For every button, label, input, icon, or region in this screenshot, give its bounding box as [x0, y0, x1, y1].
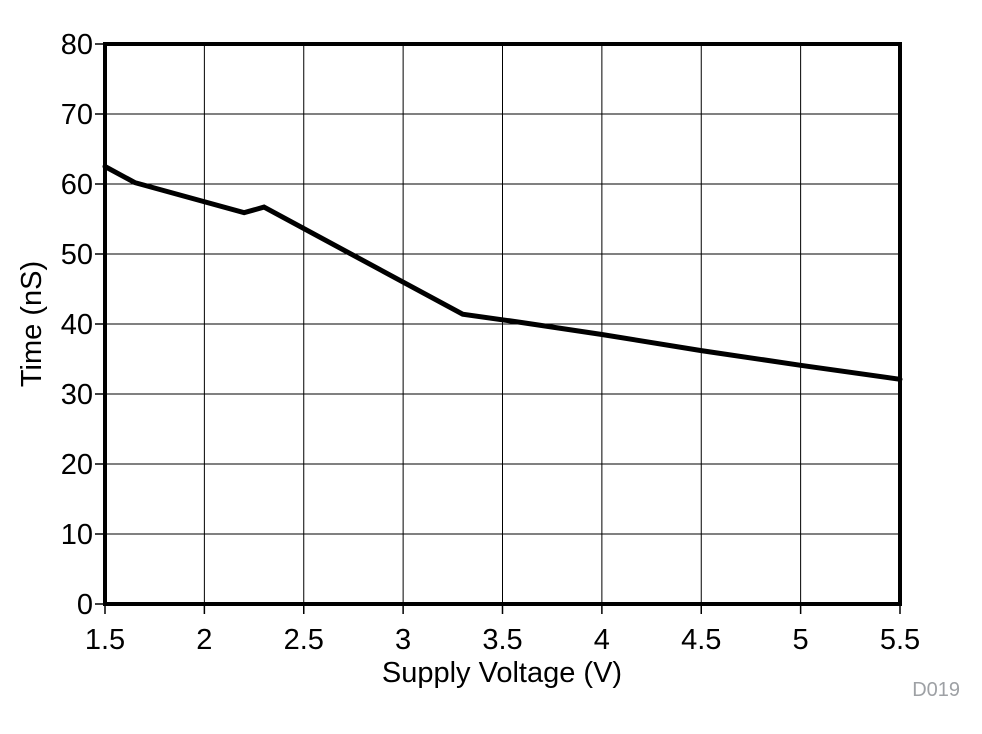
x-tick-label: 5 [793, 624, 809, 656]
y-tick-label: 80 [61, 29, 93, 61]
x-tick-label: 1.5 [85, 624, 125, 656]
x-tick-label: 4 [594, 624, 610, 656]
watermark-label: D019 [912, 679, 960, 701]
y-tick-label: 30 [61, 379, 93, 411]
grid-lines [105, 44, 900, 604]
axis-tick-marks [95, 43, 901, 614]
x-tick-label: 2.5 [284, 624, 324, 656]
y-tick-label: 20 [61, 449, 93, 481]
series-polyline [102, 164, 903, 382]
y-tick-label: 70 [61, 99, 93, 131]
y-tick-labels: 0 10 20 30 40 50 60 70 80 [61, 29, 93, 621]
x-tick-label: 3 [395, 624, 411, 656]
x-tick-labels: 1.5 2 2.5 3 3.5 4 4.5 5 5.5 [85, 624, 920, 656]
x-tick-label: 5.5 [880, 624, 920, 656]
x-tick-label: 4.5 [681, 624, 721, 656]
x-axis-title: Supply Voltage (V) [382, 657, 622, 689]
y-axis-title: Time (nS) [16, 261, 48, 387]
x-tick-label: 3.5 [482, 624, 522, 656]
y-tick-label: 50 [61, 239, 93, 271]
y-tick-label: 40 [61, 309, 93, 341]
data-series [102, 164, 903, 382]
x-tick-label: 2 [196, 624, 212, 656]
y-tick-label: 60 [61, 169, 93, 201]
y-tick-label: 10 [61, 519, 93, 551]
plot-border [103, 42, 902, 606]
y-tick-label: 0 [77, 589, 93, 621]
